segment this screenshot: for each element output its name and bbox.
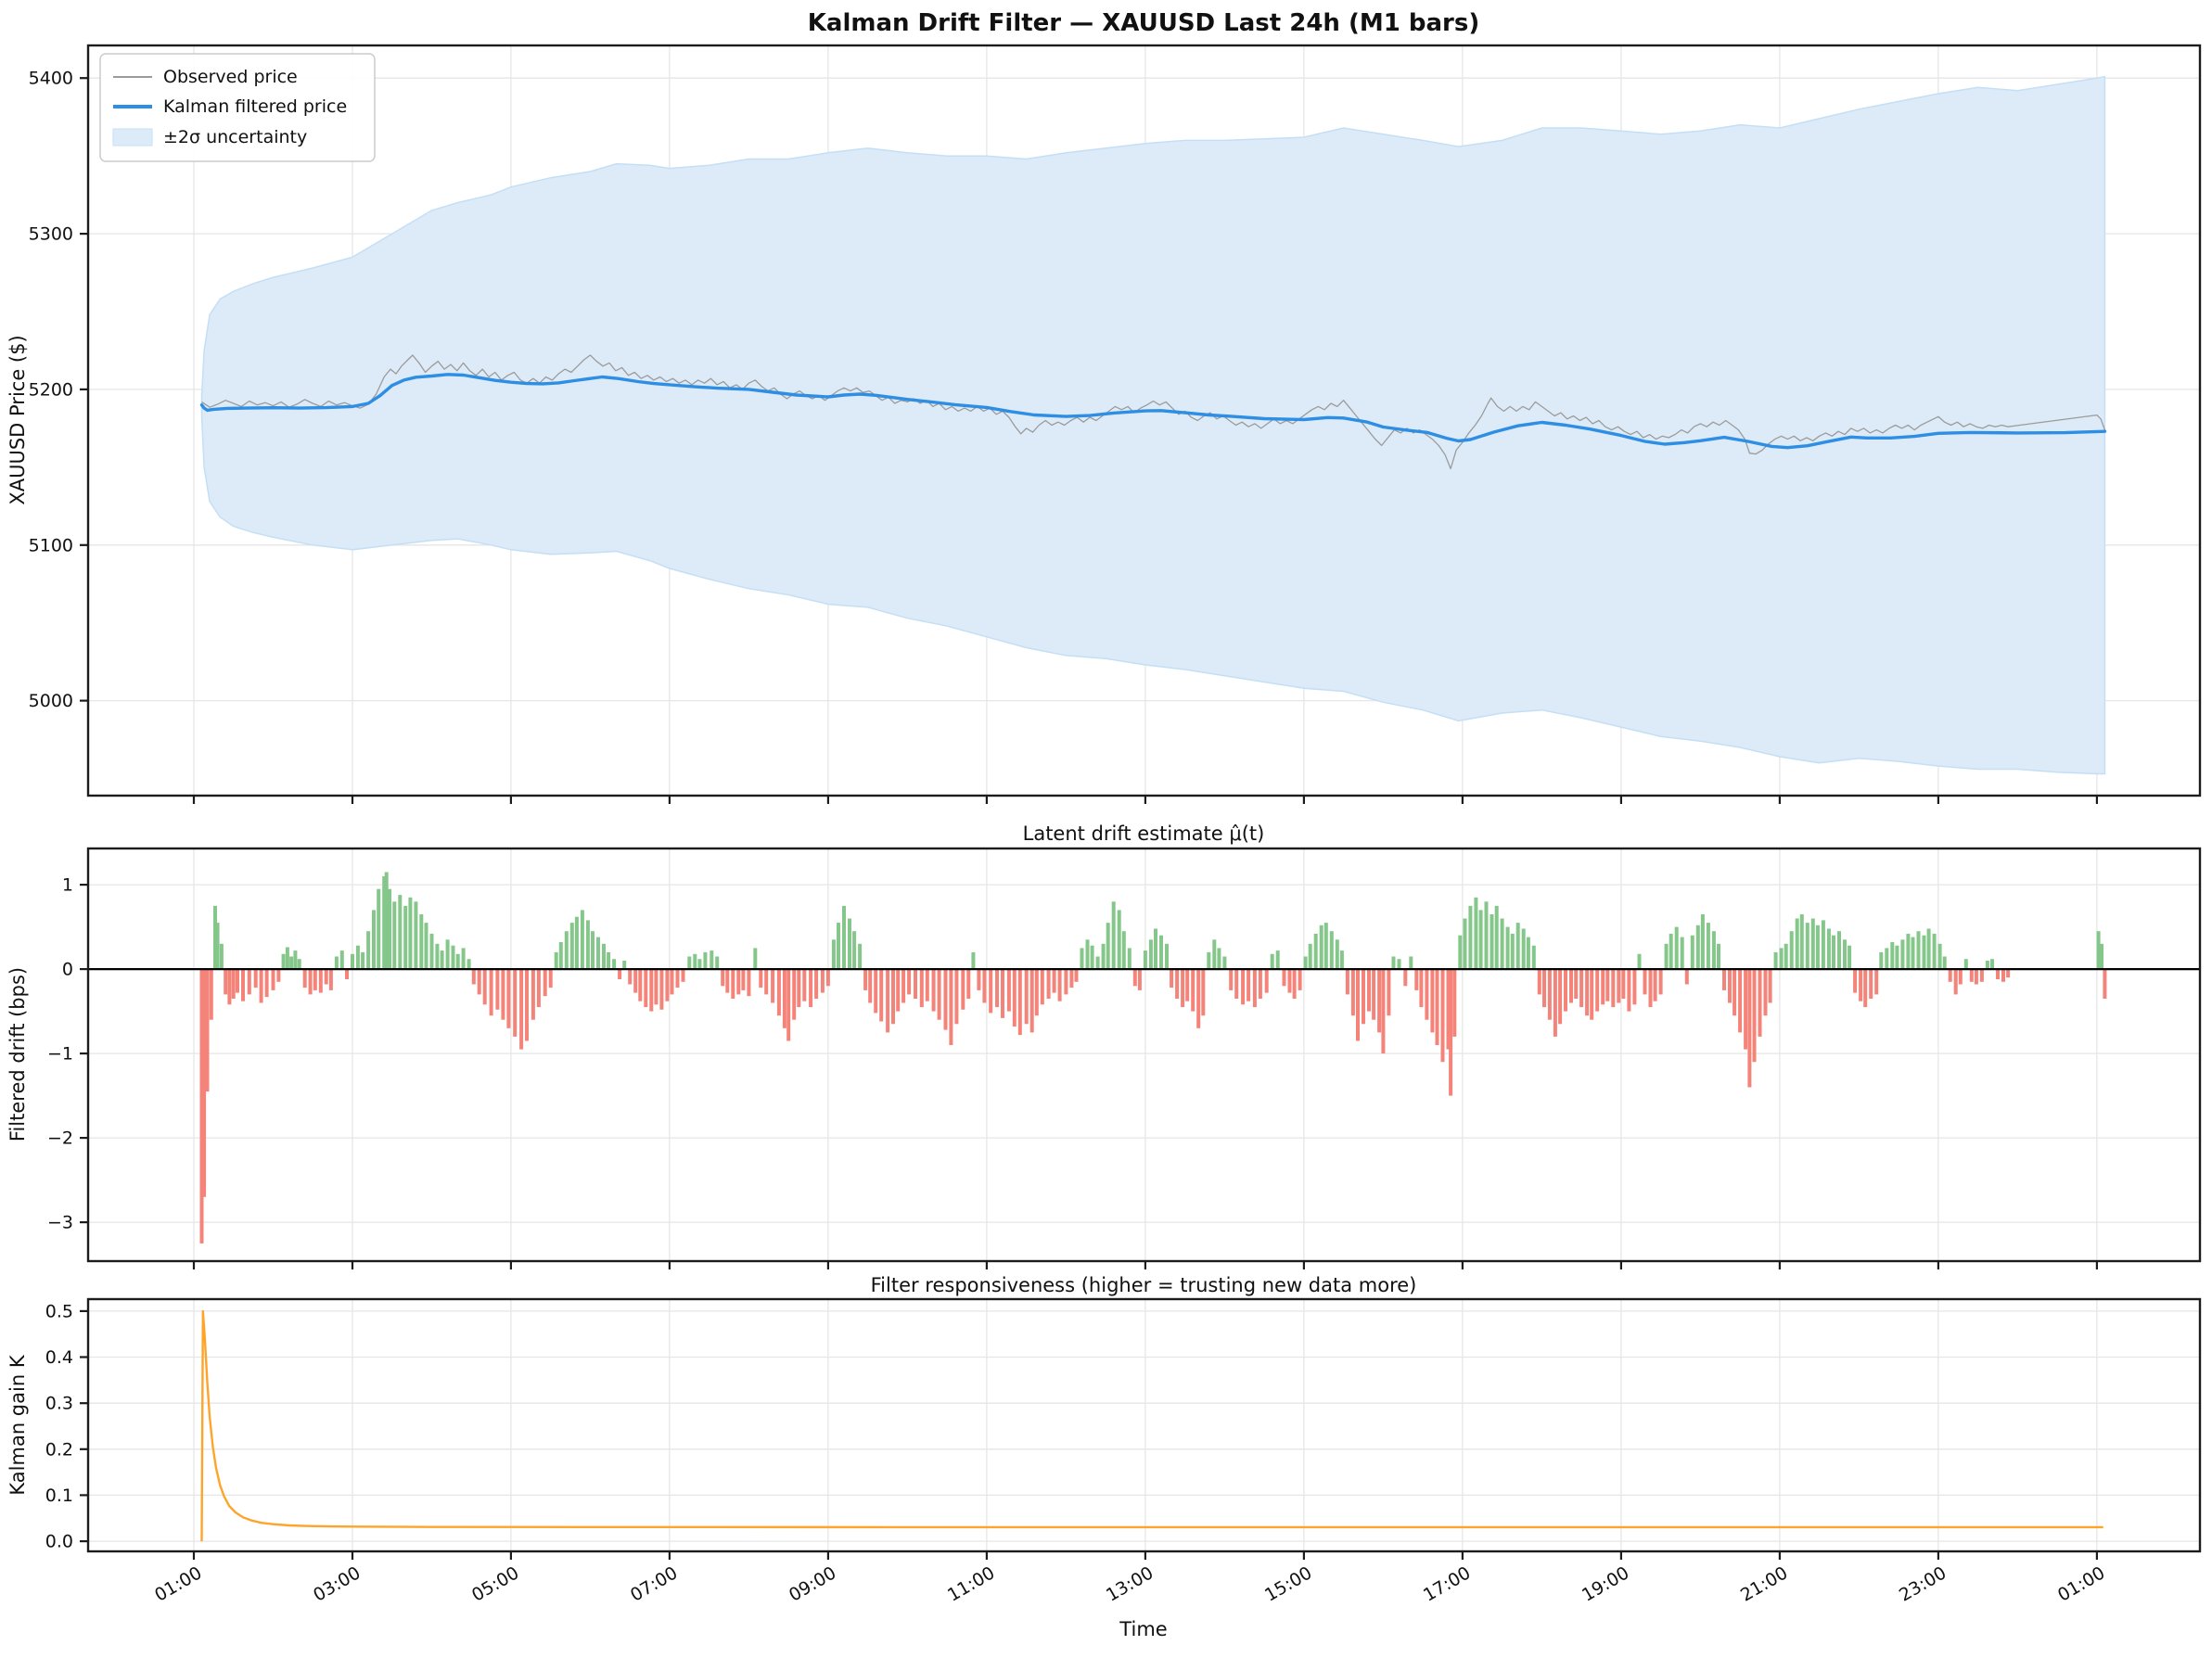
x-axis-label: Time [1119,1618,1167,1640]
y-tick-label: 0.0 [45,1532,73,1552]
y-tick-label: 5200 [29,379,73,400]
y-tick-label: 1 [62,875,73,896]
x-tick-label: 19:00 [1579,1562,1632,1605]
x-tick-label: 15:00 [1261,1562,1315,1605]
y-tick-label: −3 [47,1213,73,1233]
x-tick-label: 09:00 [786,1562,839,1605]
axes-spines [86,44,2202,1553]
figure-title: Kalman Drift Filter — XAUUSD Last 24h (M… [808,9,1479,37]
y-tick-label: 0.4 [45,1347,73,1368]
gain-chart-title: Filter responsiveness (higher = trusting… [871,1274,1417,1296]
gain-y-axis-label: Kalman gain K [6,1354,29,1495]
y-tick-label: 0.1 [45,1486,73,1506]
y-tick-label: 5100 [29,535,73,555]
x-tick-label: 03:00 [310,1562,364,1605]
y-tick-label: 0.2 [45,1439,73,1460]
x-tick-label: 01:00 [151,1562,205,1605]
uncertainty-band-swatch [112,128,153,147]
legend-band-label: ±2σ uncertainty [163,127,307,147]
y-tick-label: 0.5 [45,1301,73,1321]
legend-observed-label: Observed price [163,67,298,87]
y-tick-label: 0 [62,960,73,980]
x-tick-label: 17:00 [1420,1562,1474,1605]
y-tick-label: −1 [47,1044,73,1065]
legend: Observed price Kalman filtered price ±2σ… [99,53,376,162]
x-tick-label: 13:00 [1103,1562,1157,1605]
x-tick-label: 07:00 [627,1562,681,1605]
x-tick-label: 01:00 [2054,1562,2108,1605]
y-tick-label: 5000 [29,691,73,711]
kalman-gain-line [200,1309,2103,1542]
uncertainty-band [200,75,2106,775]
drift-y-axis-label: Filtered drift (bps) [6,967,29,1141]
legend-box [99,53,376,162]
legend-filtered-label: Kalman filtered price [163,96,347,117]
y-tick-label: 5300 [29,224,73,245]
x-tick-label: 05:00 [468,1562,522,1605]
y-tick-label: 0.3 [45,1394,73,1414]
x-tick-label: 11:00 [944,1562,998,1605]
drift-bars [88,872,2200,1244]
kalman-filtered-price-line [199,373,2107,450]
y-tick-label: 5400 [29,69,73,89]
price-y-axis-label: XAUUSD Price ($) [6,335,29,504]
x-tick-label: 21:00 [1737,1562,1791,1605]
line-series [199,354,2107,1542]
y-tick-label: −2 [47,1129,73,1149]
uncertainty-band-area [200,75,2106,775]
x-tick-label: 23:00 [1896,1562,1950,1605]
drift-chart-title: Latent drift estimate μ̂(t) [1023,823,1265,845]
